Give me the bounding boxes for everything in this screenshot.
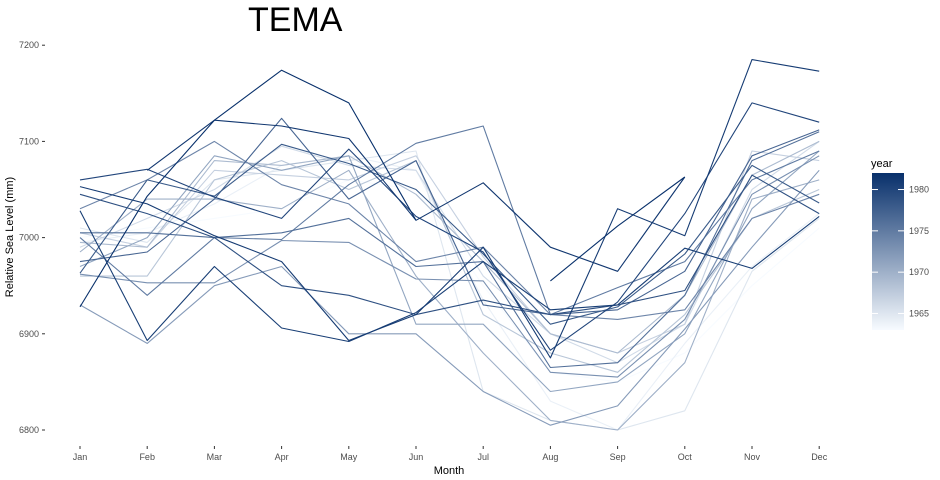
x-tick-label: Nov	[744, 452, 761, 462]
legend-colorbar	[872, 173, 904, 330]
series-line	[79, 140, 820, 320]
x-tick-label: Jan	[73, 452, 88, 462]
legend-ticks: 1965 1970 1975 1980	[872, 185, 929, 318]
legend-tick-label: 1970	[909, 267, 929, 277]
chart-title: TEMA	[248, 1, 343, 39]
y-tick-label: 7000	[19, 233, 39, 243]
series-line	[79, 69, 417, 308]
series-line	[79, 150, 820, 393]
y-tick-label: 7100	[19, 136, 39, 146]
x-axis-title: Month	[434, 465, 465, 477]
series-line	[79, 210, 820, 343]
series-line	[79, 59, 820, 359]
series-line	[79, 169, 820, 431]
series-line	[79, 143, 820, 325]
y-tick-label: 7200	[19, 40, 39, 50]
series-line	[79, 117, 820, 316]
series-line	[79, 155, 820, 378]
legend-tick-label: 1980	[909, 185, 929, 195]
y-tick-label: 6800	[19, 425, 39, 435]
series-line	[79, 150, 820, 431]
x-tick-label: Sep	[610, 452, 626, 462]
x-tick-label: Oct	[678, 452, 693, 462]
x-axis: Jan Feb Mar Apr May Jun Jul Aug Sep Oct Nov Dec	[73, 446, 828, 462]
series-line	[550, 176, 686, 282]
series-line	[79, 140, 820, 354]
x-tick-label: Apr	[275, 452, 289, 462]
x-tick-label: Aug	[542, 452, 558, 462]
x-tick-label: Dec	[811, 452, 828, 462]
series-line	[79, 102, 820, 351]
x-tick-label: Jun	[409, 452, 424, 462]
series-line	[79, 169, 820, 426]
legend: year 1965 1970 1975 1980	[871, 158, 929, 330]
series-lines	[79, 59, 820, 431]
x-tick-label: May	[340, 452, 358, 462]
y-axis-title: Relative Sea Level (mm)	[4, 177, 16, 297]
y-tick-label: 6900	[19, 329, 39, 339]
legend-title: year	[871, 158, 893, 170]
x-tick-label: Feb	[139, 452, 155, 462]
legend-tick-label: 1975	[909, 226, 929, 236]
y-axis: 6800 6900 7000 7100 7200	[19, 40, 45, 435]
series-line	[79, 150, 820, 354]
legend-tick-label: 1965	[909, 308, 929, 318]
series-line	[80, 131, 820, 369]
x-tick-label: Jul	[477, 452, 489, 462]
series-line	[80, 160, 820, 373]
x-tick-label: Mar	[207, 452, 223, 462]
series-line	[79, 174, 820, 316]
series-line	[79, 140, 820, 364]
series-line	[79, 155, 820, 431]
series-line	[79, 125, 820, 316]
